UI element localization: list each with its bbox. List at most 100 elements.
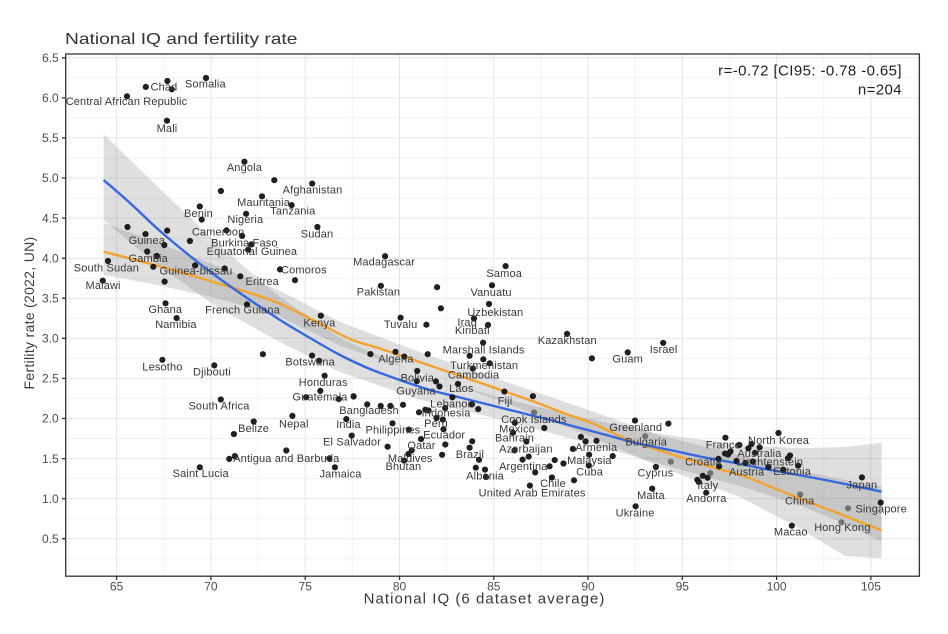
svg-text:Albania: Albania xyxy=(466,471,504,483)
svg-text:Central African Republic: Central African Republic xyxy=(66,96,188,108)
svg-text:5.5: 5.5 xyxy=(42,131,59,145)
svg-text:Maldives: Maldives xyxy=(388,453,433,465)
svg-text:South Sudan: South Sudan xyxy=(74,262,139,274)
svg-text:Marshall Islands: Marshall Islands xyxy=(443,344,525,356)
svg-text:Qatar: Qatar xyxy=(407,440,435,452)
svg-text:90: 90 xyxy=(581,580,595,594)
svg-text:2.5: 2.5 xyxy=(42,372,59,386)
svg-text:Djibouti: Djibouti xyxy=(193,366,231,378)
svg-text:6.0: 6.0 xyxy=(42,91,59,105)
svg-text:80: 80 xyxy=(393,580,407,594)
svg-text:Burkina Faso: Burkina Faso xyxy=(211,238,278,250)
svg-text:65: 65 xyxy=(110,580,124,594)
svg-text:Benin: Benin xyxy=(184,208,213,220)
svg-text:Estonia: Estonia xyxy=(773,466,811,478)
svg-text:Cyprus: Cyprus xyxy=(638,468,674,480)
svg-text:Uzbekistan: Uzbekistan xyxy=(467,307,523,319)
svg-text:Bulgaria: Bulgaria xyxy=(625,437,667,449)
svg-text:Brazil: Brazil xyxy=(456,449,484,461)
svg-text:Comoros: Comoros xyxy=(281,265,327,277)
svg-text:Lesotho: Lesotho xyxy=(142,362,182,374)
svg-text:Mexico: Mexico xyxy=(499,424,535,436)
svg-text:2.0: 2.0 xyxy=(42,412,59,426)
svg-text:Tuvalu: Tuvalu xyxy=(384,319,418,331)
svg-text:75: 75 xyxy=(299,580,313,594)
svg-text:Pakistan: Pakistan xyxy=(357,286,400,298)
svg-text:Antigua and Barbuda: Antigua and Barbuda xyxy=(233,453,340,465)
svg-text:Algeria: Algeria xyxy=(378,354,414,366)
svg-text:Austria: Austria xyxy=(729,467,765,479)
svg-text:Iraq: Iraq xyxy=(457,317,477,329)
svg-text:95: 95 xyxy=(676,580,690,594)
svg-text:Jamaica: Jamaica xyxy=(319,469,362,481)
svg-text:Bhutan: Bhutan xyxy=(386,461,422,473)
svg-text:0.5: 0.5 xyxy=(42,532,59,546)
svg-text:Tanzania: Tanzania xyxy=(270,206,316,218)
svg-text:Malta: Malta xyxy=(637,490,665,502)
svg-text:Philippines: Philippines xyxy=(365,425,420,437)
svg-text:Italy: Italy xyxy=(697,480,718,492)
svg-text:Angola: Angola xyxy=(227,162,263,174)
svg-text:Croatia: Croatia xyxy=(685,456,722,468)
svg-text:Hong Kong: Hong Kong xyxy=(814,522,870,534)
svg-text:Afghanistan: Afghanistan xyxy=(283,184,343,196)
svg-text:r=-0.72 [CI95: -0.78 -0.65]: r=-0.72 [CI95: -0.78 -0.65] xyxy=(718,63,902,80)
svg-text:Cook Islands: Cook Islands xyxy=(501,414,567,426)
svg-text:6.5: 6.5 xyxy=(42,51,59,65)
svg-text:National IQ (6 dataset average: National IQ (6 dataset average) xyxy=(364,591,606,608)
svg-text:Botswana: Botswana xyxy=(285,357,335,369)
svg-text:El Salvador: El Salvador xyxy=(323,436,381,448)
svg-text:n=204: n=204 xyxy=(858,82,902,99)
svg-text:3.5: 3.5 xyxy=(42,291,59,305)
svg-text:4.0: 4.0 xyxy=(42,251,59,265)
svg-text:1.5: 1.5 xyxy=(42,452,59,466)
svg-text:Bangladesh: Bangladesh xyxy=(339,405,399,417)
svg-text:Andorra: Andorra xyxy=(686,493,727,505)
svg-text:Ukraine: Ukraine xyxy=(616,508,655,520)
svg-text:Macao: Macao xyxy=(774,527,808,539)
svg-text:4.5: 4.5 xyxy=(42,211,59,225)
svg-text:Ghana: Ghana xyxy=(148,304,183,316)
svg-text:Bahrain: Bahrain xyxy=(495,432,534,444)
svg-text:Argentina: Argentina xyxy=(499,461,548,473)
svg-text:Samoa: Samoa xyxy=(486,268,522,280)
svg-text:Honduras: Honduras xyxy=(299,377,348,389)
svg-text:Indonesia: Indonesia xyxy=(421,407,471,419)
svg-text:85: 85 xyxy=(487,580,501,594)
svg-text:Ecuador: Ecuador xyxy=(423,430,465,442)
svg-text:Guinea-bissau: Guinea-bissau xyxy=(160,266,233,278)
svg-text:Nepal: Nepal xyxy=(279,419,309,431)
svg-text:Guinea: Guinea xyxy=(129,235,166,247)
svg-text:Australia: Australia xyxy=(737,448,782,460)
svg-text:Equatorial Guinea: Equatorial Guinea xyxy=(207,246,298,258)
svg-text:Greenland: Greenland xyxy=(609,422,662,434)
svg-text:Lebanon: Lebanon xyxy=(430,399,474,411)
svg-text:French Guiana: French Guiana xyxy=(205,305,280,317)
svg-text:Belize: Belize xyxy=(238,423,269,435)
svg-text:Israel: Israel xyxy=(650,344,678,356)
svg-text:Eritrea: Eritrea xyxy=(245,276,279,288)
svg-text:Laos: Laos xyxy=(449,383,474,395)
svg-text:Nigeria: Nigeria xyxy=(227,214,264,226)
svg-text:Cambodia: Cambodia xyxy=(448,369,500,381)
svg-text:India: India xyxy=(336,419,361,431)
svg-text:Guyana: Guyana xyxy=(396,385,436,397)
svg-text:Armenia: Armenia xyxy=(575,442,618,454)
svg-text:Namibia: Namibia xyxy=(155,319,197,331)
svg-text:100: 100 xyxy=(767,580,787,594)
svg-text:1.0: 1.0 xyxy=(42,492,59,506)
svg-text:Cuba: Cuba xyxy=(576,466,604,478)
svg-text:Cameroon: Cameroon xyxy=(192,227,245,239)
svg-text:Kenya: Kenya xyxy=(303,318,336,330)
svg-text:Chile: Chile xyxy=(540,478,566,490)
svg-text:3.0: 3.0 xyxy=(42,332,59,346)
svg-text:Mali: Mali xyxy=(157,123,178,135)
svg-text:Vanuatu: Vanuatu xyxy=(470,287,511,299)
svg-text:Malaysia: Malaysia xyxy=(567,455,612,467)
svg-text:National IQ and fertility rate: National IQ and fertility rate xyxy=(65,30,298,48)
svg-text:Somalia: Somalia xyxy=(185,78,227,90)
svg-text:Gambia: Gambia xyxy=(128,253,168,265)
svg-text:105: 105 xyxy=(861,580,881,594)
svg-text:France: France xyxy=(706,439,741,451)
svg-text:Guam: Guam xyxy=(612,354,643,366)
